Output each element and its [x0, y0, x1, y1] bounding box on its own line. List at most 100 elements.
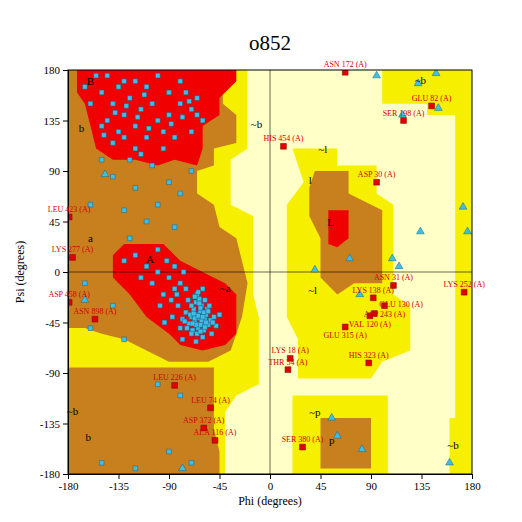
point [183, 90, 188, 95]
point [209, 331, 214, 336]
point [155, 270, 160, 275]
tick-mark [169, 474, 170, 479]
tick-label: 45 [49, 216, 61, 228]
point [197, 301, 202, 306]
point [172, 264, 177, 269]
outlier-point [172, 382, 178, 388]
point [207, 303, 212, 308]
region-label: ~l [318, 143, 327, 155]
point [99, 124, 104, 129]
tick: 90 [49, 165, 68, 177]
point [150, 281, 155, 286]
point [197, 297, 202, 302]
point [122, 258, 127, 263]
tick: 0 [268, 474, 274, 492]
point [200, 335, 205, 340]
point [127, 96, 132, 101]
point [167, 449, 172, 454]
outlier-point [366, 360, 372, 366]
tick-label: 135 [414, 480, 431, 492]
point [328, 413, 336, 420]
outlier-point [300, 444, 306, 450]
point [139, 107, 144, 112]
outlier-label: GLU 315 (A) [323, 331, 367, 340]
point [111, 141, 116, 146]
tick-label: -90 [162, 480, 177, 492]
outlier-point [401, 118, 407, 124]
tick: 0 [55, 266, 69, 278]
point [388, 254, 396, 261]
tick-label: 90 [366, 480, 378, 492]
outlier-label: ASN 898 (A) [73, 307, 116, 316]
point [446, 458, 454, 465]
tick: 135 [44, 115, 69, 127]
point [195, 113, 200, 118]
tick-mark [422, 474, 423, 479]
point [161, 292, 166, 297]
point [464, 227, 472, 234]
outlier-label: ASP 372 (A) [183, 416, 225, 425]
point [178, 101, 183, 106]
point [196, 290, 201, 295]
outlier-label: THR 54 (A) [268, 358, 307, 367]
point [311, 265, 319, 272]
point [395, 262, 403, 269]
tick: 135 [414, 474, 431, 492]
tick-label: -180 [58, 480, 79, 492]
point [88, 101, 93, 106]
point [210, 320, 215, 325]
point [212, 315, 217, 320]
outlier-label: LYS 252 (A) [443, 280, 485, 289]
point [346, 254, 354, 261]
outlier-label: HIS 323 (A) [349, 351, 389, 360]
point [170, 315, 175, 320]
point [155, 247, 160, 252]
tick-label: 0 [55, 266, 61, 278]
tick-mark [321, 474, 322, 479]
outlier-label: ASP 243 (A) [364, 310, 406, 319]
outlier-label: LYS 138 (A) [353, 286, 395, 295]
tick-label: 90 [49, 165, 61, 177]
tick: -135 [109, 474, 130, 492]
point [195, 96, 200, 101]
point [186, 298, 191, 303]
point [116, 129, 121, 134]
region-label: p [329, 434, 335, 446]
point [94, 73, 99, 78]
region [68, 70, 472, 474]
point [172, 135, 177, 140]
outlier-label: ASN 172 (A) [324, 60, 367, 69]
point [198, 329, 203, 334]
point [417, 227, 425, 234]
point [204, 320, 209, 325]
point [189, 460, 194, 465]
point [180, 337, 185, 342]
tick-mark [63, 424, 68, 425]
point [172, 286, 177, 291]
x-axis-title: Phi (degrees) [238, 494, 302, 508]
point [135, 115, 140, 120]
point [167, 180, 172, 185]
point [139, 275, 144, 280]
point [144, 84, 149, 89]
tick-mark [119, 474, 120, 479]
tick: 45 [316, 474, 328, 492]
outlier-label: ASN 31 (A) [374, 273, 413, 282]
point [150, 101, 155, 106]
point [122, 208, 127, 213]
region-label: ~b [67, 405, 79, 417]
tick-label: 45 [316, 480, 328, 492]
point [189, 303, 194, 308]
point [196, 313, 201, 318]
point [133, 79, 138, 84]
point [102, 133, 107, 138]
region [77, 70, 236, 165]
outlier-point [92, 316, 98, 322]
point [122, 135, 127, 140]
point [105, 118, 110, 123]
region-label: ~l [308, 284, 317, 296]
point [155, 73, 160, 78]
point [133, 185, 138, 190]
tick: -180 [40, 468, 68, 480]
outlier-label: ASP 458 (A) [48, 290, 90, 299]
